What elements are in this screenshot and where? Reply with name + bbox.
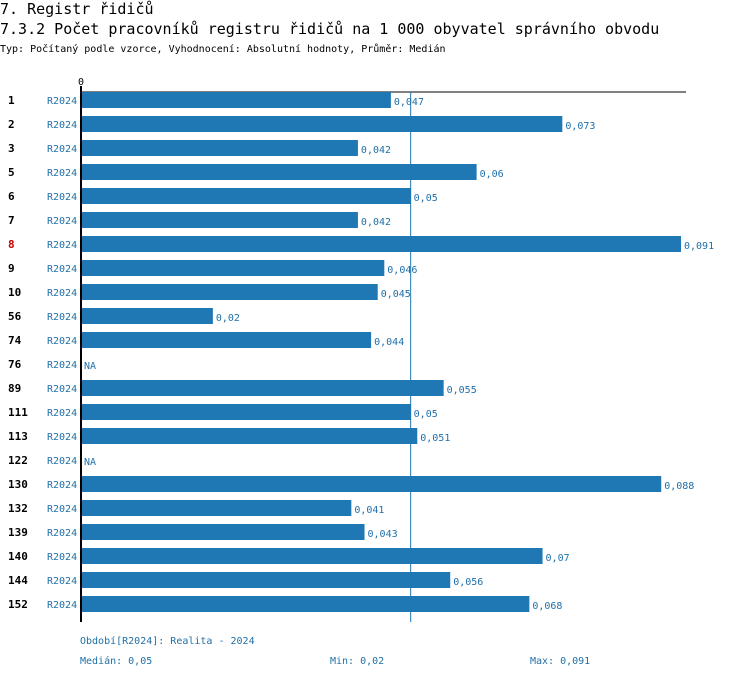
category-label: 6 <box>8 190 15 203</box>
category-label: 7 <box>8 214 15 227</box>
category-label: 132 <box>8 502 28 515</box>
category-label: 74 <box>8 334 22 347</box>
bar <box>81 188 411 204</box>
series-label: R2024 <box>47 168 77 179</box>
series-label: R2024 <box>47 576 77 587</box>
period-legend: Období[R2024]: Realita - 2024 <box>80 636 255 647</box>
value-label: NA <box>84 457 96 468</box>
series-label: R2024 <box>47 384 77 395</box>
series-label: R2024 <box>47 192 77 203</box>
category-label: 140 <box>8 550 28 563</box>
bar <box>81 92 391 108</box>
bar <box>81 284 378 300</box>
bar <box>81 596 530 612</box>
bar <box>81 212 358 228</box>
bar <box>81 524 365 540</box>
bar <box>81 404 411 420</box>
value-label: 0,042 <box>361 145 391 156</box>
value-label: 0,056 <box>453 577 483 588</box>
series-label: R2024 <box>47 408 77 419</box>
bar <box>81 236 681 252</box>
series-label: R2024 <box>47 240 77 251</box>
category-label: 113 <box>8 430 28 443</box>
category-label: 139 <box>8 526 28 539</box>
value-label: 0,055 <box>447 385 477 396</box>
value-label: 0,088 <box>664 481 694 492</box>
category-label: 2 <box>8 118 15 131</box>
value-label: 0,051 <box>420 433 450 444</box>
series-label: R2024 <box>47 552 77 563</box>
value-label: 0,041 <box>354 505 384 516</box>
category-label: 10 <box>8 286 21 299</box>
category-label: 9 <box>8 262 15 275</box>
series-label: R2024 <box>47 360 77 371</box>
chart-title: 7.3.2 Počet pracovníků registru řidičů n… <box>0 20 660 38</box>
value-label: 0,045 <box>381 289 411 300</box>
value-label: 0,073 <box>565 121 595 132</box>
category-label: 152 <box>8 598 28 611</box>
bar <box>81 140 358 156</box>
bar <box>81 332 372 348</box>
bar <box>81 476 662 492</box>
median-stat: Medián: 0,05 <box>80 656 153 667</box>
value-label: 0,02 <box>216 313 240 324</box>
category-label: 8 <box>8 238 15 251</box>
value-label: 0,047 <box>394 97 424 108</box>
category-label: 89 <box>8 382 21 395</box>
series-label: R2024 <box>47 456 77 467</box>
bar-chart: 0 1 R2024 0,047 2 R2024 0,073 3 R2024 0,042 5 R2024… <box>8 77 714 622</box>
bar <box>81 428 418 444</box>
series-label: R2024 <box>47 96 77 107</box>
series-label: R2024 <box>47 336 77 347</box>
category-label: 144 <box>8 574 28 587</box>
series-label: R2024 <box>47 528 77 539</box>
bar <box>81 500 352 516</box>
value-label: 0,043 <box>368 529 398 540</box>
value-label: 0,06 <box>480 169 504 180</box>
value-label: 0,044 <box>374 337 404 348</box>
category-label: 1 <box>8 94 15 107</box>
value-label: 0,091 <box>684 241 714 252</box>
category-label: 122 <box>8 454 28 467</box>
page-title: 7. Registr řidičů <box>0 0 154 18</box>
series-label: R2024 <box>47 504 77 515</box>
series-label: R2024 <box>47 216 77 227</box>
value-label: 0,07 <box>546 553 570 564</box>
x-axis-zero-label: 0 <box>78 77 84 88</box>
category-label: 76 <box>8 358 22 371</box>
min-stat: Min: 0,02 <box>330 656 385 667</box>
series-label: R2024 <box>47 120 77 131</box>
value-label: 0,046 <box>387 265 417 276</box>
value-label: 0,05 <box>414 193 438 204</box>
bar <box>81 260 385 276</box>
series-label: R2024 <box>47 144 77 155</box>
category-label: 5 <box>8 166 15 179</box>
value-label: NA <box>84 361 96 372</box>
series-label: R2024 <box>47 432 77 443</box>
chart-type-info: Typ: Počítaný podle vzorce, Vyhodnocení:… <box>0 44 446 55</box>
series-label: R2024 <box>47 288 77 299</box>
category-label: 56 <box>8 310 22 323</box>
bar <box>81 308 213 324</box>
bar <box>81 380 444 396</box>
category-label: 111 <box>8 406 28 419</box>
category-label: 130 <box>8 478 28 491</box>
bar <box>81 164 477 180</box>
series-label: R2024 <box>47 312 77 323</box>
value-label: 0,068 <box>532 601 562 612</box>
bar <box>81 572 451 588</box>
series-label: R2024 <box>47 480 77 491</box>
bar <box>81 116 563 132</box>
series-label: R2024 <box>47 264 77 275</box>
series-label: R2024 <box>47 600 77 611</box>
bar <box>81 548 543 564</box>
category-label: 3 <box>8 142 15 155</box>
value-label: 0,05 <box>414 409 438 420</box>
max-stat: Max: 0,091 <box>530 656 591 667</box>
value-label: 0,042 <box>361 217 391 228</box>
